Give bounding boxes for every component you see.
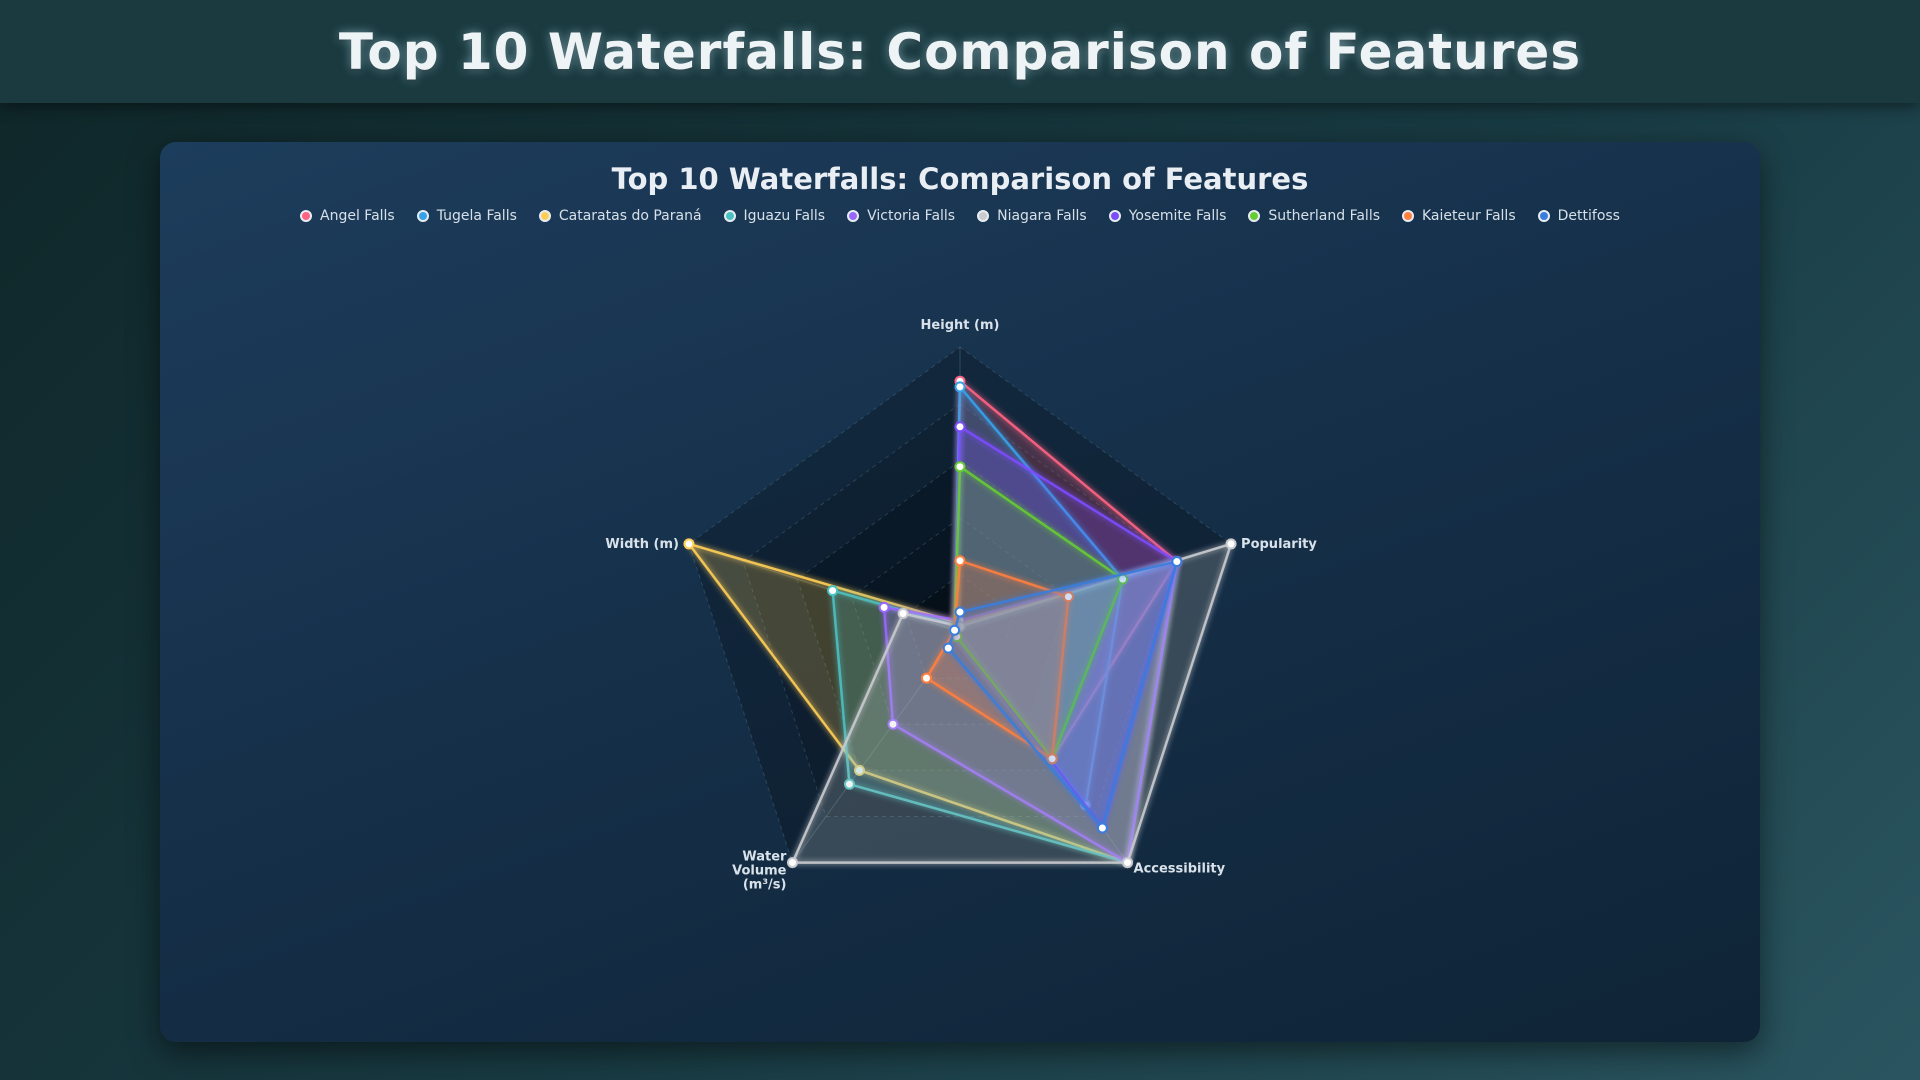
legend-swatch: [416, 210, 429, 222]
series-group: [942, 556, 1183, 834]
legend-item[interactable]: Victoria Falls: [847, 208, 955, 224]
legend-label: Victoria Falls: [867, 208, 956, 224]
axis-label: Water Volume (m³/s): [732, 850, 787, 893]
legend-label: Niagara Falls: [997, 208, 1087, 224]
legend-item[interactable]: Niagara Falls: [977, 208, 1087, 224]
data-point: [1122, 857, 1134, 869]
axis-label: Width (m): [605, 537, 679, 552]
axis-label: Height (m): [921, 318, 1000, 333]
page-header: Top 10 Waterfalls: Comparison of Feature…: [0, 0, 1920, 103]
data-point: [1225, 538, 1237, 550]
legend-item[interactable]: Sutherland Falls: [1248, 208, 1380, 224]
legend-item[interactable]: Yosemite Falls: [1108, 208, 1227, 224]
axis-label: Accessibility: [1134, 862, 1226, 877]
legend-item[interactable]: Cataratas do Paraná: [538, 208, 702, 224]
chart-card: Top 10 Waterfalls: Comparison of Feature…: [160, 142, 1760, 1042]
chart-legend: Angel Falls Tugela Falls Cataratas do Para…: [160, 208, 1760, 224]
data-point: [1171, 556, 1183, 568]
data-point: [954, 381, 966, 393]
legend-label: Sutherland Falls: [1268, 208, 1380, 224]
data-point: [878, 601, 890, 613]
legend-swatch: [847, 210, 860, 222]
legend-label: Tugela Falls: [436, 208, 517, 224]
legend-item[interactable]: Tugela Falls: [416, 208, 517, 224]
legend-swatch: [1537, 210, 1550, 222]
legend-label: Dettifoss: [1557, 208, 1620, 224]
legend-swatch: [1248, 210, 1261, 222]
legend-item[interactable]: Dettifoss: [1537, 208, 1620, 224]
chart-title: Top 10 Waterfalls: Comparison of Feature…: [611, 162, 1309, 196]
data-point: [954, 606, 966, 618]
legend-swatch: [300, 210, 313, 222]
legend-item[interactable]: Kaieteur Falls: [1402, 208, 1516, 224]
data-point: [920, 672, 932, 684]
data-point: [683, 538, 695, 550]
data-point: [1096, 822, 1108, 834]
legend-swatch: [538, 210, 551, 222]
data-point: [897, 608, 909, 620]
data-point: [954, 555, 966, 567]
data-point: [954, 461, 966, 473]
legend-swatch: [1402, 210, 1414, 222]
legend-label: Iguazu Falls: [743, 208, 826, 224]
data-point: [786, 857, 798, 869]
legend-item[interactable]: Iguazu Falls: [723, 208, 826, 224]
legend-item[interactable]: Angel Falls: [300, 208, 395, 224]
data-point: [942, 642, 954, 654]
legend-label: Angel Falls: [320, 208, 395, 224]
legend-swatch: [977, 210, 990, 222]
legend-swatch: [723, 210, 736, 222]
radar-chart: Height (m) Popularity Accessibility Water Vo…: [605, 318, 1317, 893]
legend-swatch: [1108, 210, 1121, 222]
page-title: Top 10 Waterfalls: Comparison of Feature…: [338, 22, 1582, 81]
data-point: [949, 624, 961, 636]
legend-label: Cataratas do Paraná: [558, 208, 702, 224]
axis-label: Popularity: [1241, 537, 1317, 552]
legend-label: Yosemite Falls: [1128, 208, 1227, 224]
data-point: [827, 585, 839, 597]
data-point: [954, 421, 966, 433]
legend-label: Kaieteur Falls: [1422, 208, 1516, 224]
